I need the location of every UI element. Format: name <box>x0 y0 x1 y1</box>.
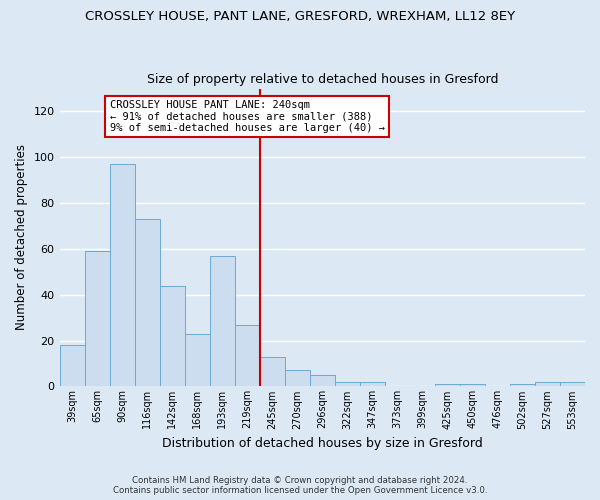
Text: Contains HM Land Registry data © Crown copyright and database right 2024.
Contai: Contains HM Land Registry data © Crown c… <box>113 476 487 495</box>
Bar <box>560 382 585 386</box>
Bar <box>260 356 285 386</box>
Text: CROSSLEY HOUSE PANT LANE: 240sqm
← 91% of detached houses are smaller (388)
9% o: CROSSLEY HOUSE PANT LANE: 240sqm ← 91% o… <box>110 100 385 133</box>
Title: Size of property relative to detached houses in Gresford: Size of property relative to detached ho… <box>146 73 498 86</box>
Bar <box>285 370 310 386</box>
Bar <box>185 334 209 386</box>
X-axis label: Distribution of detached houses by size in Gresford: Distribution of detached houses by size … <box>162 437 482 450</box>
Bar <box>310 375 335 386</box>
Bar <box>110 164 134 386</box>
Bar <box>134 219 160 386</box>
Bar <box>209 256 235 386</box>
Bar <box>535 382 560 386</box>
Bar <box>360 382 385 386</box>
Bar <box>460 384 485 386</box>
Bar <box>510 384 535 386</box>
Text: CROSSLEY HOUSE, PANT LANE, GRESFORD, WREXHAM, LL12 8EY: CROSSLEY HOUSE, PANT LANE, GRESFORD, WRE… <box>85 10 515 23</box>
Bar <box>435 384 460 386</box>
Bar <box>85 251 110 386</box>
Y-axis label: Number of detached properties: Number of detached properties <box>15 144 28 330</box>
Bar <box>59 345 85 387</box>
Bar <box>335 382 360 386</box>
Bar <box>235 324 260 386</box>
Bar <box>160 286 185 386</box>
